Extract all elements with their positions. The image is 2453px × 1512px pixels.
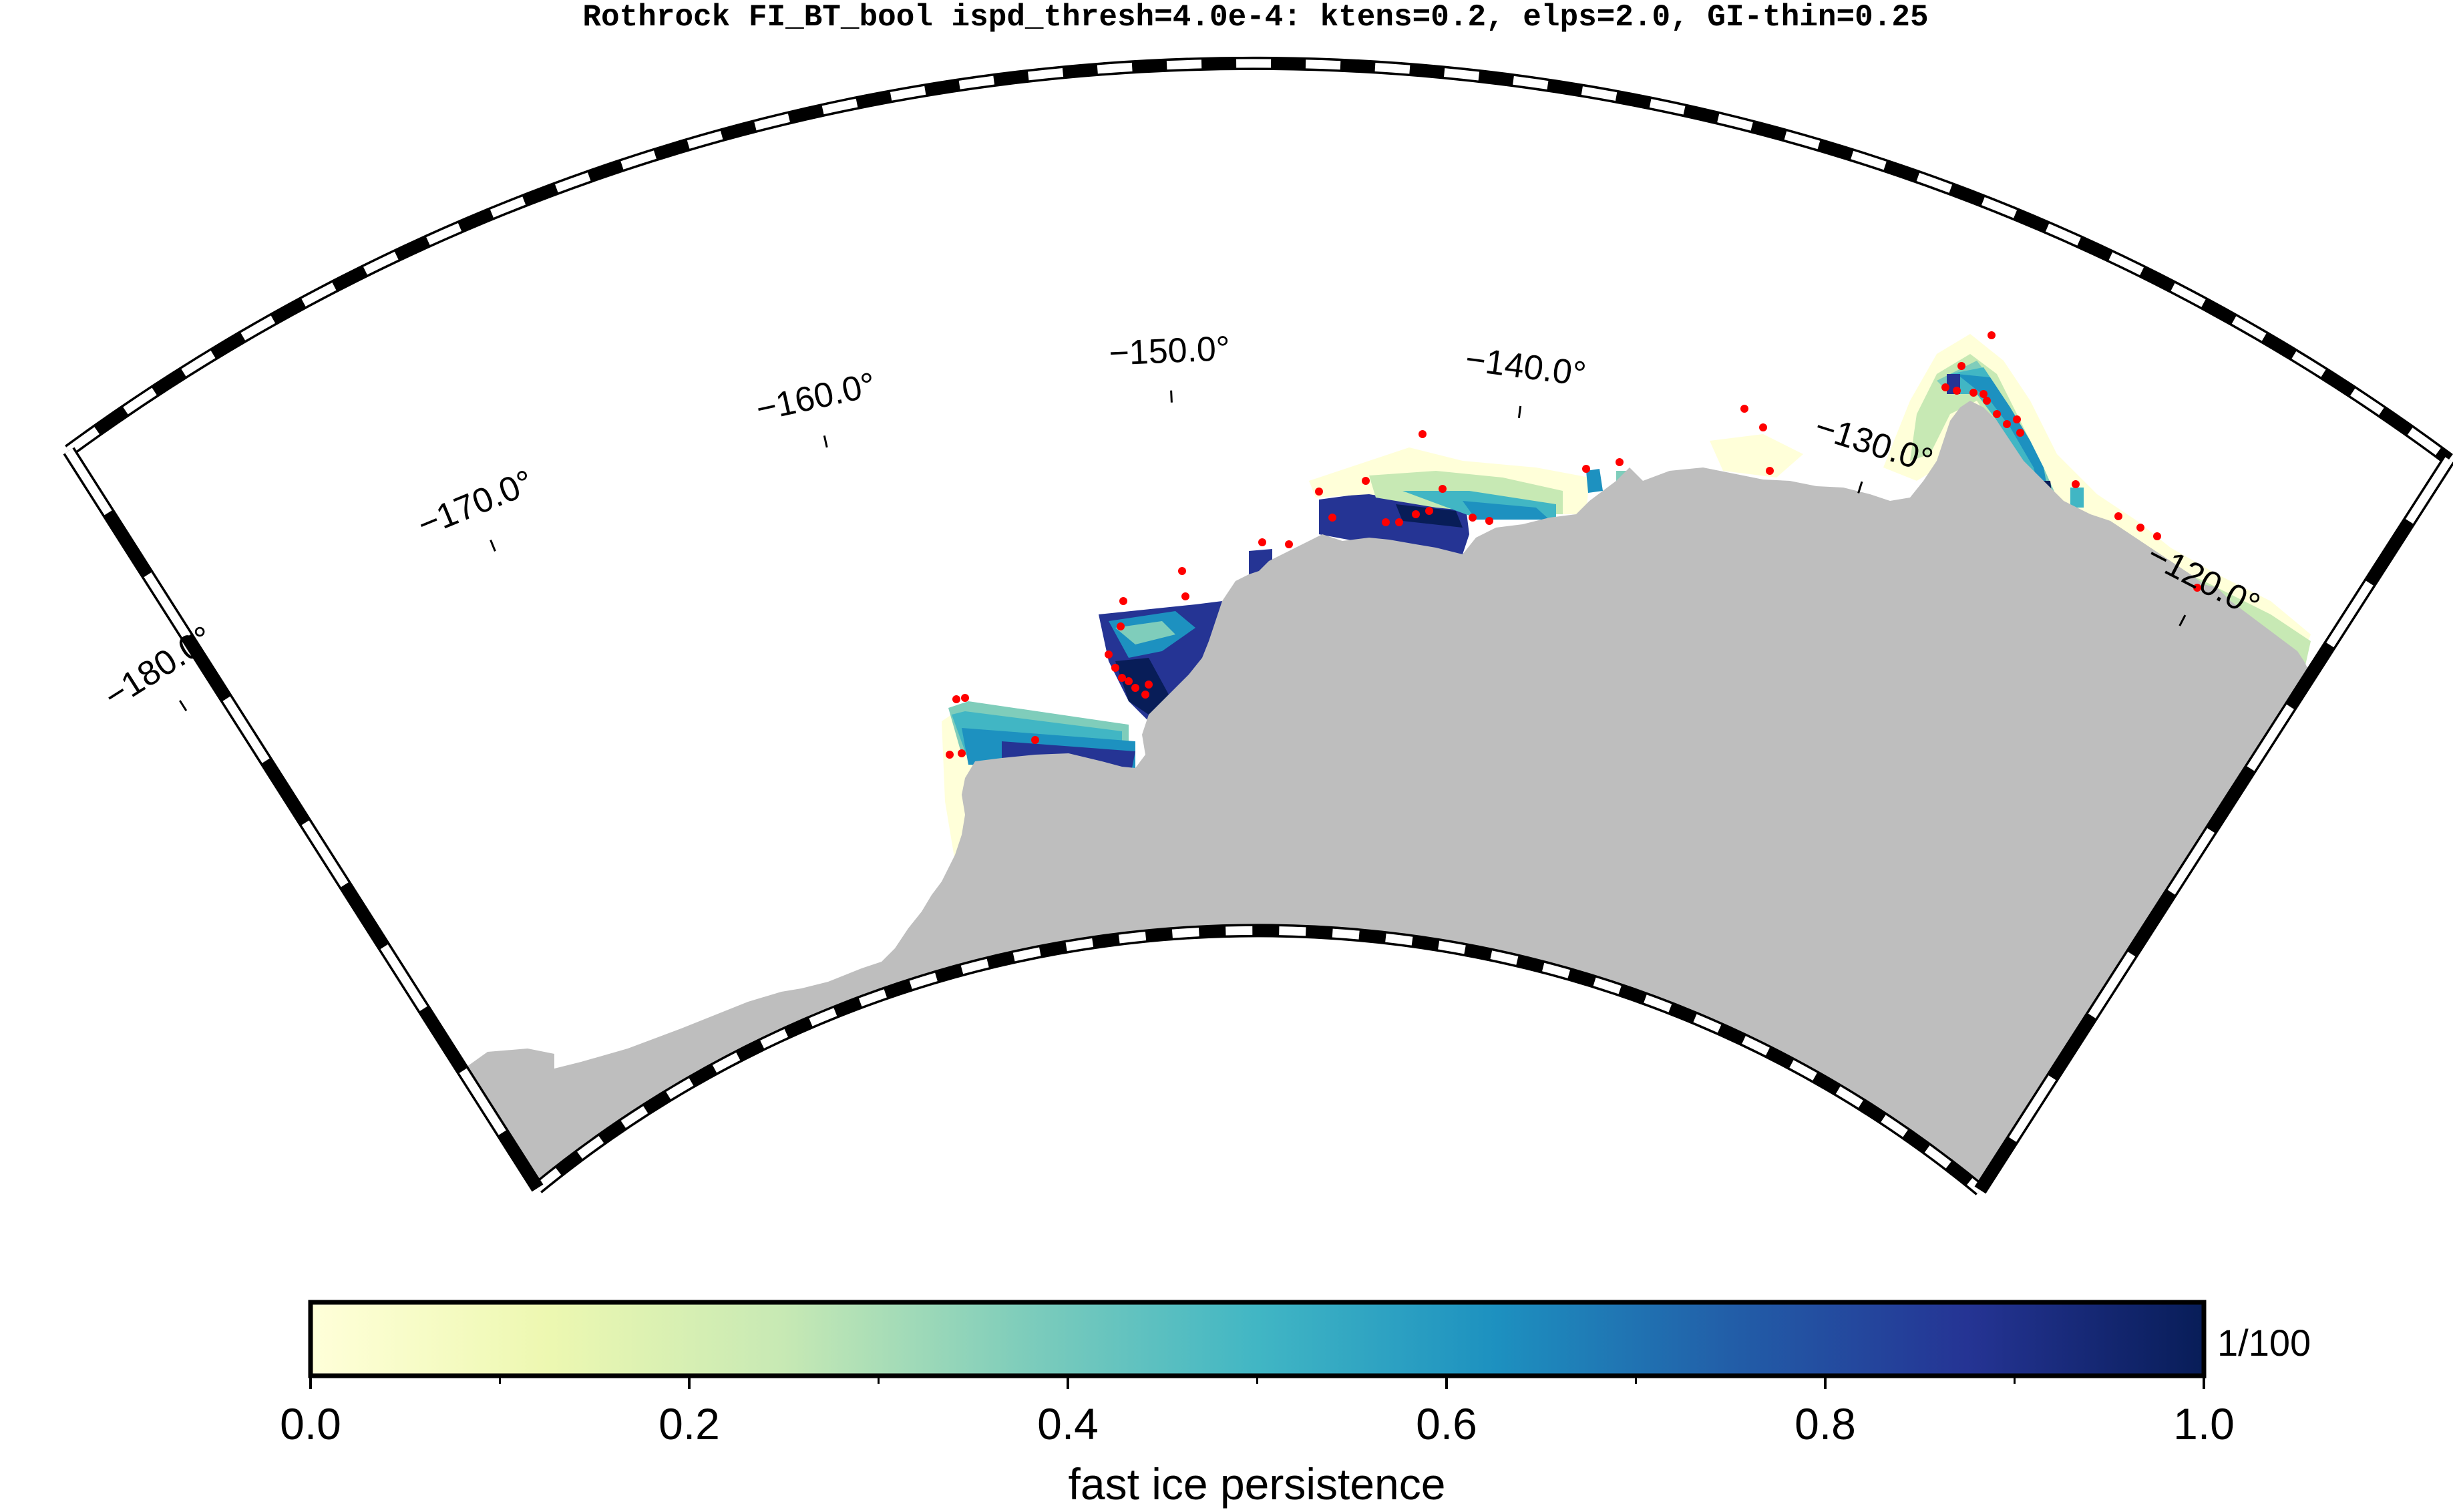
colorbar-gradient	[308, 1300, 2207, 1378]
colorbar-tick-label: 0.4	[1037, 1399, 1099, 1449]
colorbar-tick-label: 1.0	[2173, 1399, 2235, 1449]
land	[464, 401, 2311, 1190]
colorbar-tick-label: 0.6	[1416, 1399, 1477, 1449]
longitude-tick	[823, 435, 828, 448]
colorbar-scale-annotation: 1/100	[2217, 1322, 2311, 1364]
longitude-tick	[2179, 614, 2187, 626]
map-frame	[63, 56, 2453, 1195]
grounded-icebergs	[946, 331, 2201, 759]
colorbar-tick-label: 0.2	[658, 1399, 720, 1449]
colorbar-label: fast ice persistence	[1069, 1459, 1446, 1509]
longitude-tick	[1857, 481, 1863, 494]
colorbar-tick-label: 0.8	[1795, 1399, 1856, 1449]
longitude-tick	[490, 540, 496, 552]
longitude-tick	[179, 700, 188, 712]
longitude-tick	[1170, 390, 1173, 403]
map-title: Rothrock FI_BT_bool ispd_thresh=4.0e-4: …	[582, 0, 1928, 35]
longitude-tick	[1517, 405, 1522, 418]
longitude-label: −150.0°	[1108, 329, 1231, 373]
colorbar-tick-label: 0.0	[280, 1399, 341, 1449]
colorbar-ticks: 0.0 0.2 0.4 0.6 0.8 1.0	[280, 1376, 2235, 1449]
map-panel: −180.0°−170.0°−160.0°−150.0° −140.0°−130.…	[63, 56, 2453, 1195]
colorbar: 0.0 0.2 0.4 0.6 0.8 1.0 1/100 fast ice persis…	[280, 1300, 2311, 1509]
